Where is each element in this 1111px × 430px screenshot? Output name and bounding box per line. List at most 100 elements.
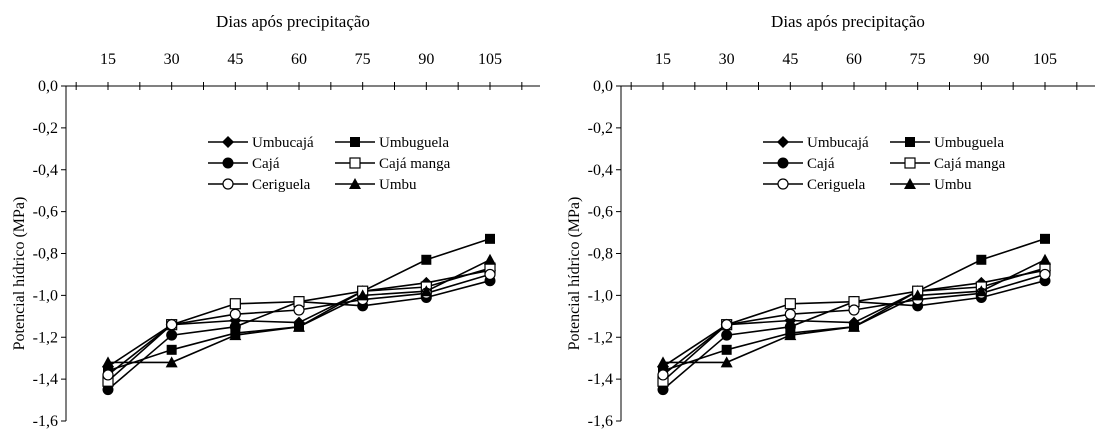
y-tick-label: -0,6 <box>33 204 58 221</box>
x-tick-label: 105 <box>1033 51 1057 68</box>
x-tick-label: 30 <box>719 51 735 68</box>
x-tick-label: 105 <box>478 51 502 68</box>
legend-label: Ceriguela <box>252 177 311 193</box>
data-point <box>848 304 860 316</box>
data-point <box>484 253 496 265</box>
legend-marker <box>222 178 234 190</box>
legend-label: Cajá <box>807 156 835 172</box>
data-point <box>356 289 369 301</box>
legend-item: Umbucajá <box>763 135 869 151</box>
legend-label: Ceriguela <box>807 177 866 193</box>
data-point <box>229 308 241 320</box>
data-point <box>1039 253 1051 265</box>
data-point <box>293 320 305 332</box>
y-tick-label: -0,2 <box>588 120 613 137</box>
data-point <box>165 356 178 368</box>
data-point <box>657 369 669 381</box>
x-tick-label: 60 <box>291 51 307 68</box>
series-umbucaj- <box>102 264 496 373</box>
legend-item: Ceriguela <box>208 177 311 193</box>
data-point <box>229 329 242 341</box>
legend-item: Umbu <box>335 177 417 193</box>
legend: Umbucajá Umbuguela Cajá Cajá manga Ceriguela… <box>208 135 451 193</box>
legend-item: Cajá manga <box>335 156 451 172</box>
data-point <box>102 369 114 381</box>
y-axis-title: Potencial hídrico (MPa) <box>566 197 583 351</box>
y-tick-label: -1,4 <box>33 371 58 388</box>
data-point <box>721 344 732 355</box>
y-tick-label: -1,6 <box>588 413 613 430</box>
legend-label: Cajá manga <box>934 156 1006 172</box>
data-point <box>102 356 114 368</box>
y-tick-label: -0,4 <box>588 162 613 179</box>
legend-marker <box>777 157 789 169</box>
x-tick-label: 45 <box>227 51 243 68</box>
x-axis-title: Dias após precipitação <box>216 12 370 31</box>
legend-marker <box>777 178 789 190</box>
series-caj- <box>102 275 496 396</box>
legend-label: Umbu <box>934 177 972 193</box>
data-point <box>229 321 241 333</box>
legend-label: Umbucajá <box>252 135 314 151</box>
y-tick-label: -0,6 <box>588 204 613 221</box>
data-point <box>166 329 178 341</box>
chart-left: Dias após precipitação Potencial hídrico … <box>11 12 540 430</box>
legend-label: Umbucajá <box>807 135 869 151</box>
data-point <box>166 344 177 355</box>
data-point <box>911 289 924 301</box>
legend-item: Umbuguela <box>335 135 449 151</box>
data-point <box>229 298 241 310</box>
data-point <box>975 285 988 297</box>
data-point <box>848 320 860 332</box>
y-tick-label: -1,0 <box>33 287 58 304</box>
legend-marker <box>349 178 361 189</box>
x-axis-title: Dias após precipitação <box>771 12 925 31</box>
data-point <box>657 356 669 368</box>
series-umbucaj- <box>657 264 1051 373</box>
x-tick-label: 90 <box>418 51 434 68</box>
y-tick-label: -0,4 <box>33 162 58 179</box>
y-axis-title: Potencial hídrico (MPa) <box>11 197 28 351</box>
y-tick-label: -0,2 <box>33 120 58 137</box>
series-umbu <box>657 253 1051 368</box>
series-caj- <box>657 275 1051 396</box>
data-point <box>1039 268 1051 281</box>
data-point <box>484 268 496 281</box>
x-tick-label: 15 <box>655 51 671 68</box>
chart-right: Dias após precipitação Potencial hídrico … <box>566 12 1095 430</box>
legend-label: Umbu <box>379 177 417 193</box>
legend-item: Cajá manga <box>890 156 1006 172</box>
data-point <box>421 254 432 265</box>
x-tick-label: 15 <box>100 51 116 68</box>
chart-panel-left: Dias após precipitação Potencial hídrico … <box>11 12 540 430</box>
y-tick-label: -1,2 <box>588 329 613 346</box>
legend-marker <box>349 157 361 169</box>
legend-marker <box>777 136 789 148</box>
x-tick-label: 75 <box>355 51 371 68</box>
data-point <box>976 254 987 265</box>
y-tick-label: 0,0 <box>38 78 58 95</box>
x-tick-label: 45 <box>782 51 798 68</box>
data-point <box>720 356 733 368</box>
legend-item: Cajá <box>208 156 280 172</box>
y-tick-label: -1,4 <box>588 371 613 388</box>
y-tick-label: -0,8 <box>588 246 613 263</box>
data-point <box>1040 233 1050 244</box>
data-point <box>293 304 305 316</box>
legend-label: Cajá manga <box>379 156 451 172</box>
legend-item: Umbu <box>890 177 972 193</box>
legend-item: Cajá <box>763 156 835 172</box>
y-tick-label: -1,0 <box>588 287 613 304</box>
data-point <box>721 329 733 341</box>
data-point <box>784 298 796 310</box>
y-tick-label: -1,6 <box>33 413 58 430</box>
data-point <box>721 319 733 331</box>
data-point <box>784 329 797 341</box>
data-point <box>657 384 669 396</box>
data-point <box>102 384 114 396</box>
legend-item: Umbucajá <box>208 135 314 151</box>
legend-marker <box>905 137 915 147</box>
data-point <box>420 285 433 297</box>
x-tick-label: 75 <box>910 51 926 68</box>
legend-marker <box>904 157 916 169</box>
